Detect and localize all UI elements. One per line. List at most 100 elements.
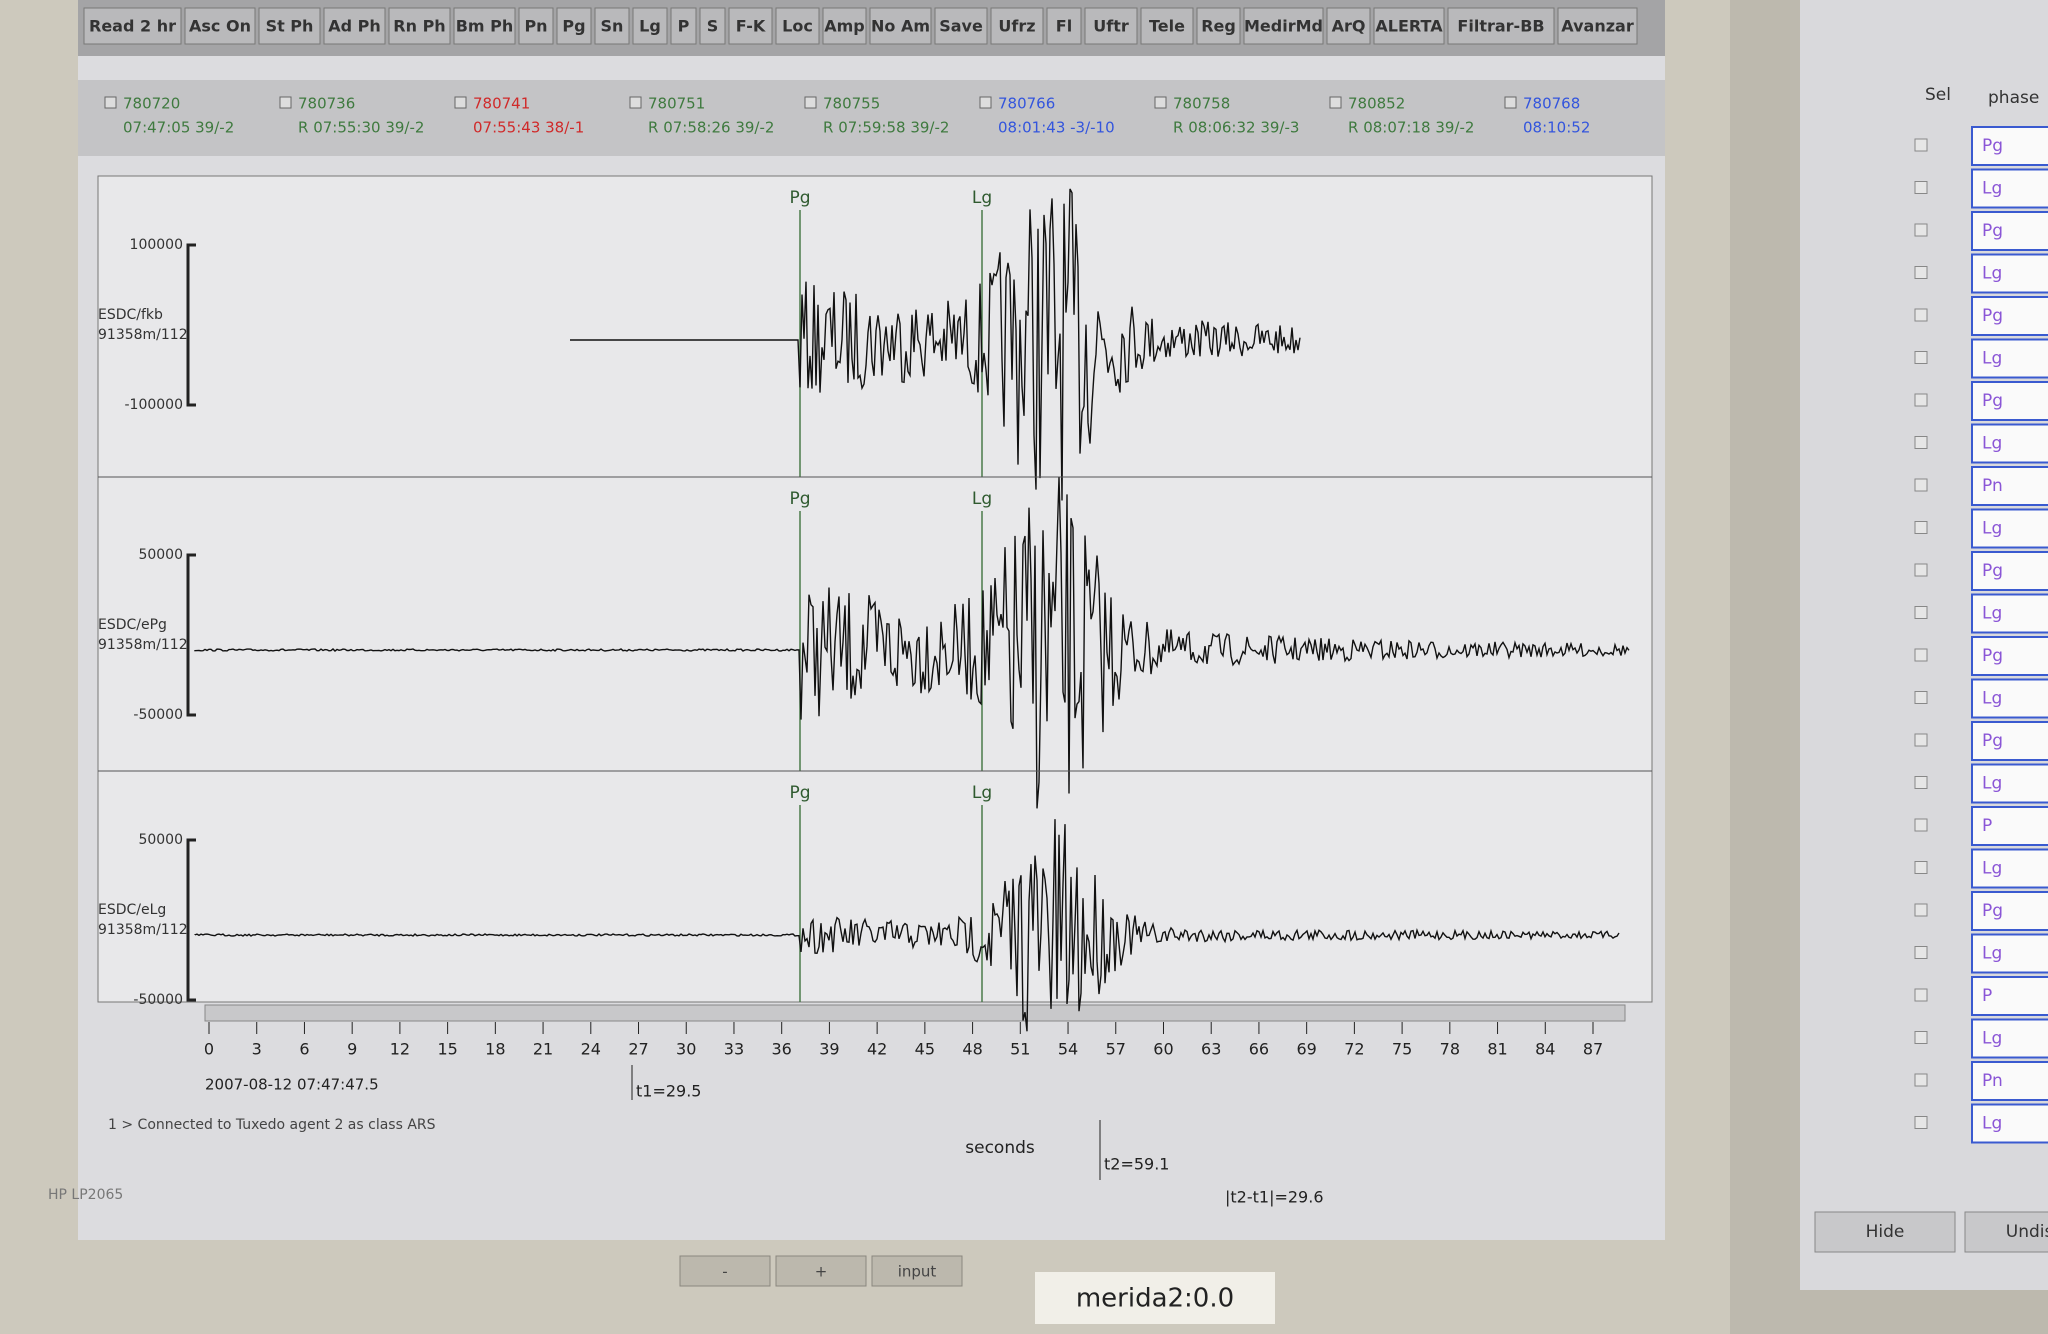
toolbar-button[interactable] xyxy=(453,7,516,45)
toolbar-button[interactable] xyxy=(1046,7,1082,45)
row-checkbox[interactable] xyxy=(1914,988,1928,1002)
toolbar-button[interactable] xyxy=(1373,7,1445,45)
toolbar-button[interactable] xyxy=(594,7,630,45)
event-time: 08:01:43 -3/-10 xyxy=(998,119,1115,137)
toolbar-button[interactable] xyxy=(1243,7,1324,45)
toolbar-button[interactable] xyxy=(184,7,256,45)
event-id: 780758 xyxy=(1173,95,1230,113)
row-checkbox[interactable] xyxy=(1914,138,1928,152)
time-tick-label: 51 xyxy=(1010,1040,1030,1059)
event-checkbox[interactable] xyxy=(1504,96,1517,109)
event-checkbox[interactable] xyxy=(979,96,992,109)
toolbar-button[interactable] xyxy=(822,7,867,45)
event-time: 07:55:43 38/-1 xyxy=(473,119,584,137)
phase-cell xyxy=(1971,891,2048,931)
toolbar-button-label: Avanzar xyxy=(1561,17,1634,36)
event-id: 780755 xyxy=(823,95,880,113)
row-checkbox[interactable] xyxy=(1914,946,1928,959)
toolbar-button[interactable] xyxy=(990,7,1044,45)
time-tick-label: 21 xyxy=(533,1040,553,1059)
monitor-button[interactable] xyxy=(679,1255,771,1287)
event-checkbox[interactable] xyxy=(454,96,467,109)
row-checkbox[interactable] xyxy=(1914,691,1928,704)
toolbar-button[interactable] xyxy=(518,7,554,45)
row-checkbox[interactable] xyxy=(1914,393,1928,407)
row-checkbox[interactable] xyxy=(1914,308,1928,322)
time-tick-label: 0 xyxy=(204,1040,214,1059)
row-checkbox[interactable] xyxy=(1914,776,1928,789)
event-id: 780751 xyxy=(648,95,705,113)
time-tick-label: 69 xyxy=(1296,1040,1316,1059)
event-checkbox[interactable] xyxy=(804,96,817,109)
toolbar-button-label: Save xyxy=(939,17,983,36)
toolbar-button[interactable] xyxy=(670,7,697,45)
toolbar-button[interactable] xyxy=(1326,7,1371,45)
event-checkbox[interactable] xyxy=(629,96,642,109)
toolbar-button-label: Read 2 hr xyxy=(89,17,176,36)
event-checkbox[interactable] xyxy=(279,96,292,109)
monitor-button[interactable] xyxy=(871,1255,963,1287)
row-checkbox[interactable] xyxy=(1914,521,1928,534)
phase-value: Lg xyxy=(1982,689,2002,709)
phase-value: Pn xyxy=(1982,1071,2003,1091)
event-checkbox[interactable] xyxy=(104,96,117,109)
toolbar-button-label: Pg xyxy=(562,17,585,36)
row-checkbox[interactable] xyxy=(1914,1073,1928,1087)
toolbar-button[interactable] xyxy=(1557,7,1638,45)
station-info: 91358m/112 xyxy=(98,637,188,653)
toolbar-button-label: Ufrz xyxy=(998,17,1035,36)
time-tick-label: 78 xyxy=(1440,1040,1460,1059)
row-checkbox[interactable] xyxy=(1914,181,1928,194)
toolbar-button[interactable] xyxy=(388,7,451,45)
row-checkbox[interactable] xyxy=(1914,1116,1928,1129)
phase-value: Lg xyxy=(1982,519,2002,539)
toolbar-button[interactable] xyxy=(1447,7,1555,45)
phase-cell xyxy=(1971,593,2048,634)
toolbar-button[interactable] xyxy=(258,7,321,45)
side-button[interactable] xyxy=(1814,1211,1956,1253)
toolbar-button[interactable] xyxy=(699,7,726,45)
toolbar-button[interactable] xyxy=(934,7,988,45)
row-checkbox[interactable] xyxy=(1914,903,1928,917)
row-checkbox[interactable] xyxy=(1914,1031,1928,1044)
row-checkbox[interactable] xyxy=(1914,606,1928,619)
row-checkbox[interactable] xyxy=(1914,266,1928,279)
amplitude-max: 100000 xyxy=(130,237,183,253)
row-checkbox[interactable] xyxy=(1914,351,1928,364)
row-checkbox[interactable] xyxy=(1914,648,1928,662)
toolbar-button[interactable] xyxy=(632,7,668,45)
toolbar-button[interactable] xyxy=(728,7,773,45)
row-checkbox[interactable] xyxy=(1914,818,1928,832)
toolbar-button[interactable] xyxy=(775,7,820,45)
time-tick-label: 87 xyxy=(1583,1040,1603,1059)
event-checkbox[interactable] xyxy=(1154,96,1167,109)
row-checkbox[interactable] xyxy=(1914,436,1928,449)
phase-cell xyxy=(1971,1103,2048,1144)
toolbar-button[interactable] xyxy=(556,7,592,45)
toolbar-button[interactable] xyxy=(1084,7,1138,45)
scale-bar xyxy=(186,553,196,717)
row-checkbox[interactable] xyxy=(1914,563,1928,577)
phase-pick-label: Pg xyxy=(789,489,810,509)
phase-value: Pg xyxy=(1982,901,2003,921)
row-checkbox[interactable] xyxy=(1914,733,1928,747)
event-time: R 08:07:18 39/-2 xyxy=(1348,119,1474,137)
toolbar-button[interactable] xyxy=(323,7,386,45)
event-checkbox[interactable] xyxy=(1329,96,1342,109)
toolbar-button[interactable] xyxy=(1196,7,1241,45)
waveform xyxy=(570,188,1301,501)
phase-cell xyxy=(1971,678,2048,719)
toolbar-button[interactable] xyxy=(869,7,932,45)
toolbar-button[interactable] xyxy=(83,7,182,45)
event-id: 780741 xyxy=(473,95,530,113)
time-tick-label: 27 xyxy=(628,1040,648,1059)
side-button[interactable] xyxy=(1964,1211,2048,1253)
time-tick-label: 3 xyxy=(252,1040,262,1059)
row-checkbox[interactable] xyxy=(1914,223,1928,237)
phase-value: Pg xyxy=(1982,646,2003,666)
row-checkbox[interactable] xyxy=(1914,478,1928,492)
row-checkbox[interactable] xyxy=(1914,861,1928,874)
monitor-button[interactable] xyxy=(775,1255,867,1287)
toolbar-button[interactable] xyxy=(1140,7,1194,45)
toolbar-button-label: Sn xyxy=(601,17,624,36)
